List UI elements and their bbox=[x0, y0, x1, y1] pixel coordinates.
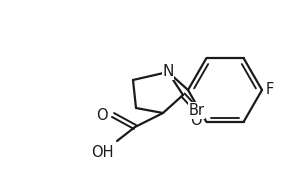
Text: OH: OH bbox=[92, 145, 114, 160]
Text: F: F bbox=[266, 82, 274, 98]
Text: O: O bbox=[190, 113, 202, 128]
Text: Br: Br bbox=[188, 103, 204, 118]
Text: N: N bbox=[162, 65, 174, 79]
Text: O: O bbox=[96, 107, 108, 123]
